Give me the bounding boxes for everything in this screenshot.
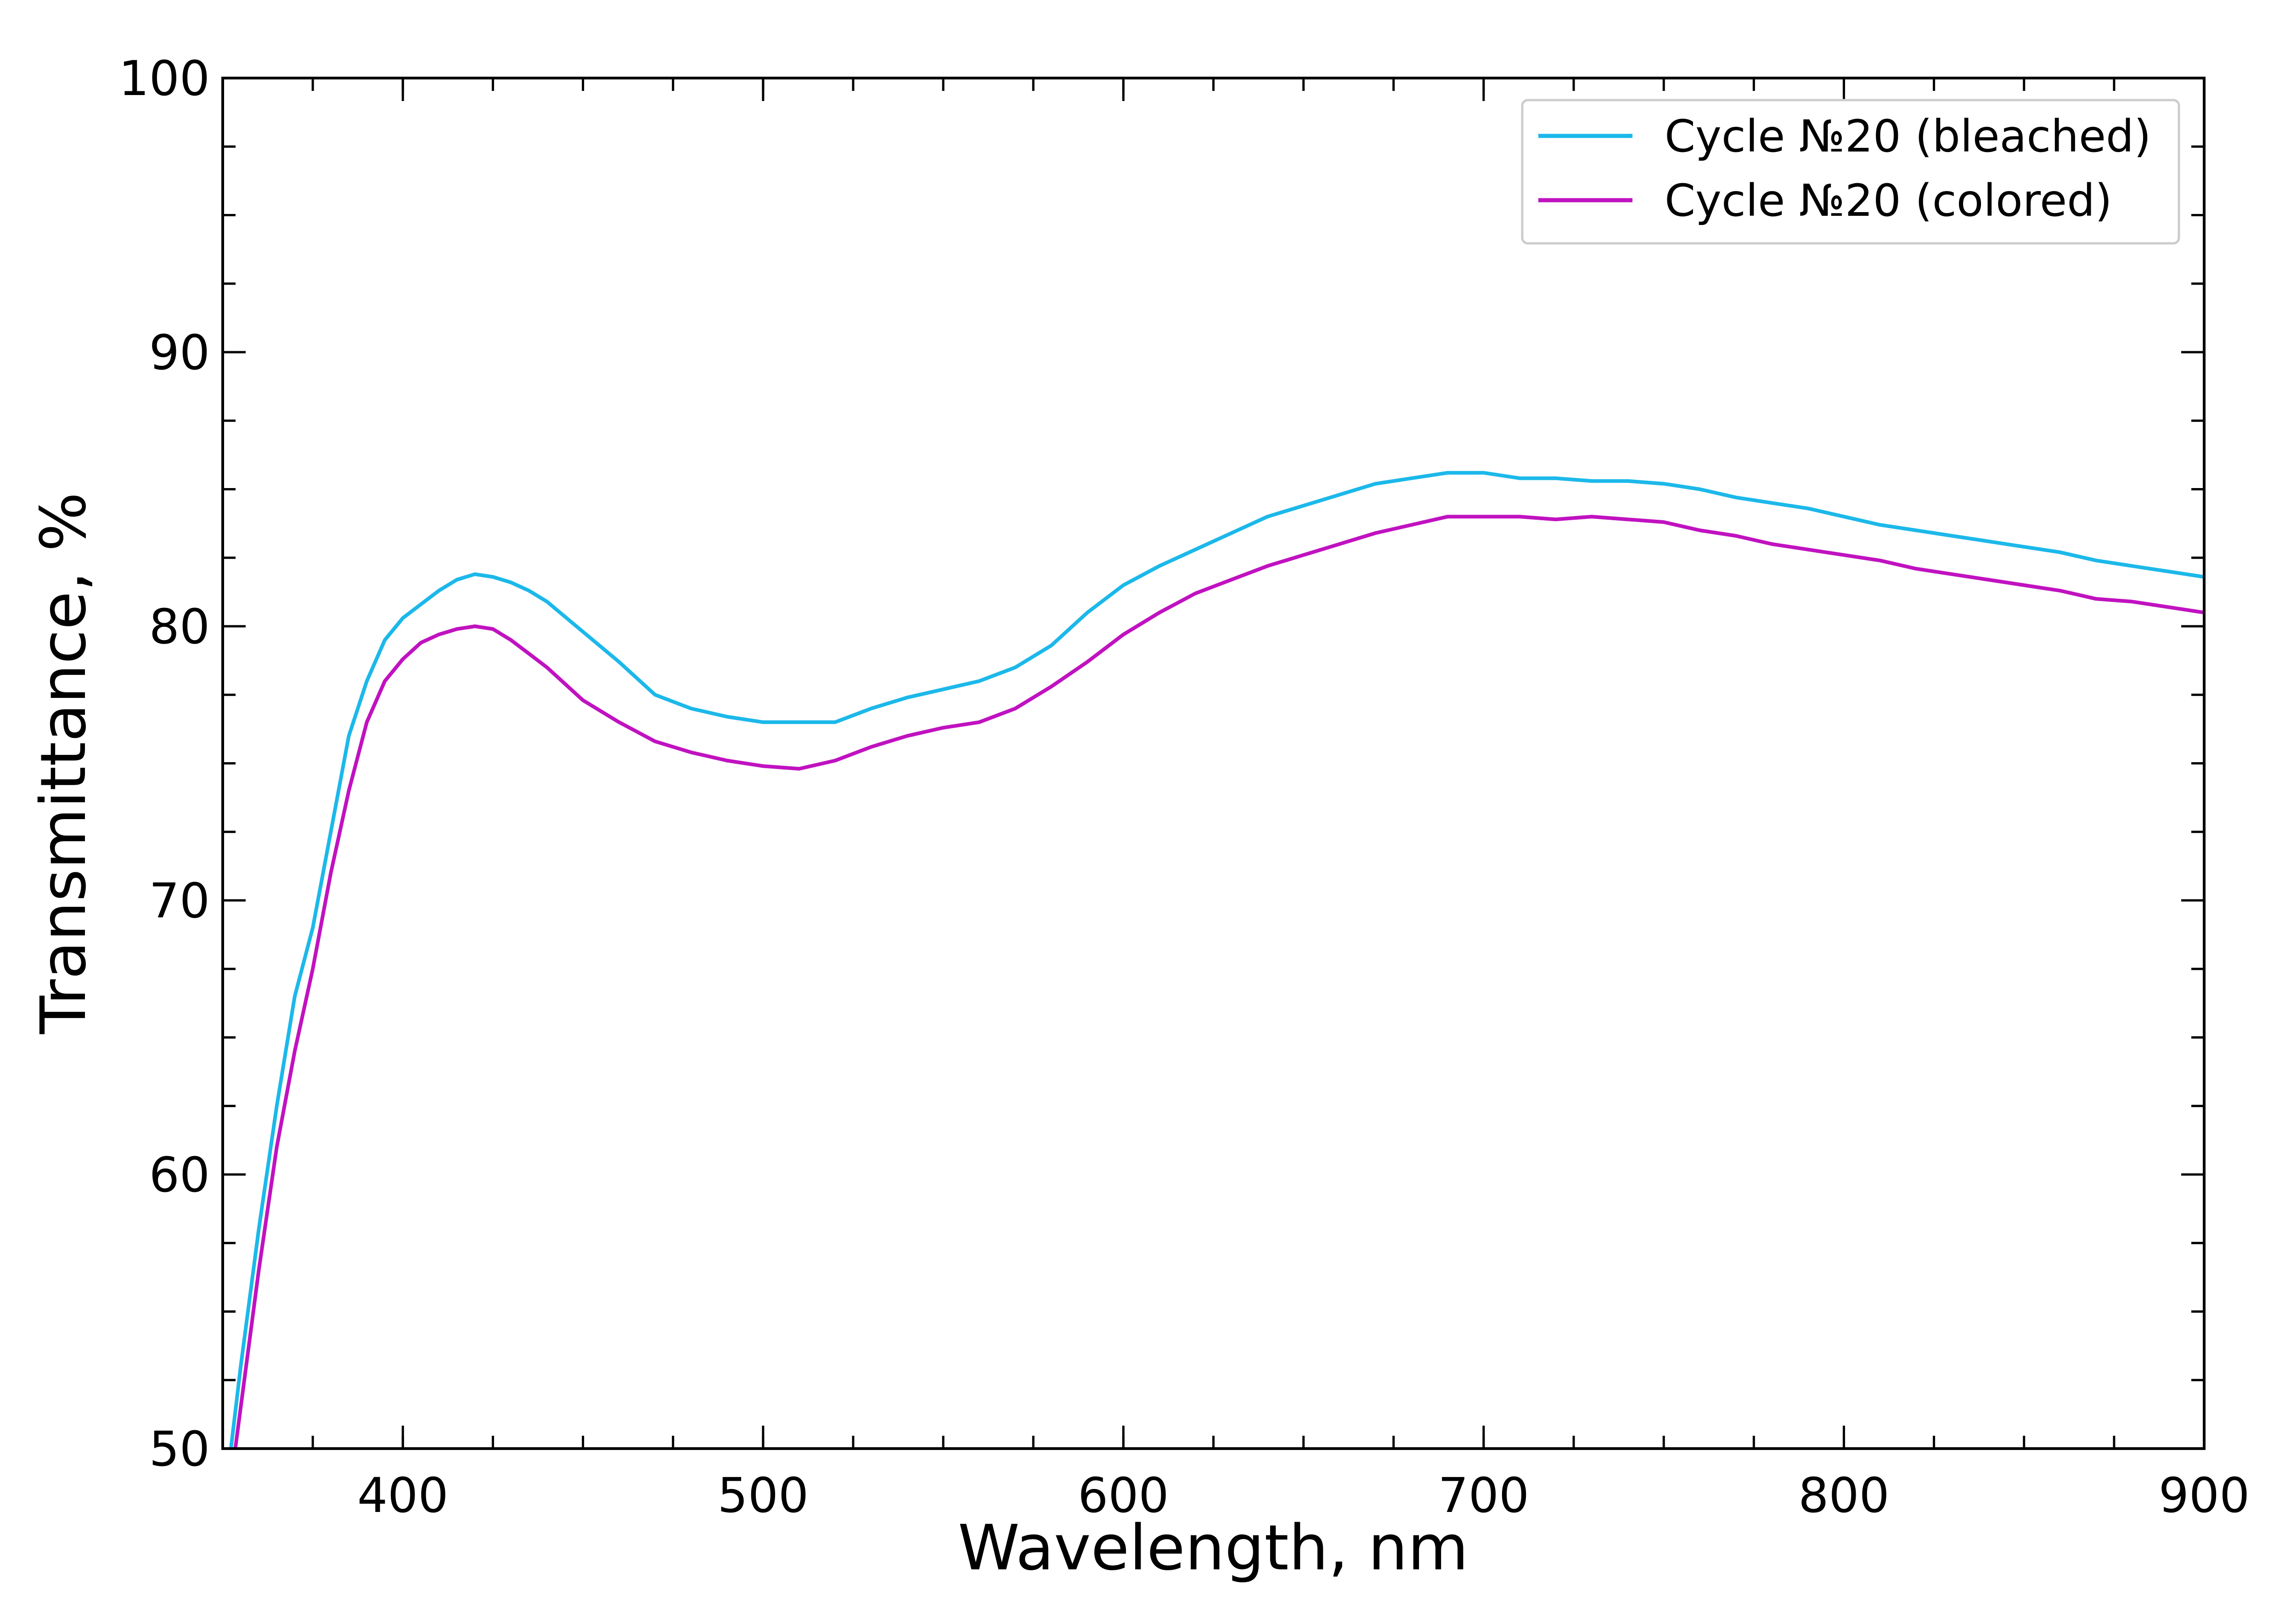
y-tick-label: 90 bbox=[149, 325, 210, 381]
x-tick-label: 700 bbox=[1438, 1467, 1530, 1523]
x-tick-label: 800 bbox=[1798, 1467, 1890, 1523]
legend-box bbox=[1521, 99, 2180, 245]
x-axis-label: Wavelength, nm bbox=[958, 1512, 1469, 1585]
x-tick-label: 900 bbox=[2159, 1467, 2250, 1523]
legend-label-colored: Cycle №20 (colored) bbox=[1665, 175, 2112, 226]
series-line-colored bbox=[233, 515, 2204, 1449]
plot-area-frame bbox=[221, 77, 2206, 1450]
y-tick-label: 60 bbox=[149, 1147, 210, 1203]
ticks-layer: 400 500 600 700 800 900 50 60 70 80 90 100 bbox=[118, 51, 2250, 1523]
y-tick-label: 100 bbox=[118, 51, 210, 107]
y-tick-label: 70 bbox=[149, 873, 210, 929]
y-tick-label: 80 bbox=[149, 599, 210, 655]
series-layer bbox=[229, 471, 2204, 1449]
x-tick-label: 400 bbox=[357, 1467, 449, 1523]
legend-label-bleached: Cycle №20 (bleached) bbox=[1665, 111, 2151, 162]
y-axis-label: Transmittance, % bbox=[28, 492, 100, 1034]
series-line-bleached bbox=[229, 471, 2204, 1449]
x-tick-label: 600 bbox=[1078, 1467, 1169, 1523]
y-tick-label: 50 bbox=[149, 1421, 210, 1477]
x-tick-label: 500 bbox=[718, 1467, 809, 1523]
legend: Cycle №20 (bleached) Cycle №20 (colored) bbox=[1521, 99, 2180, 245]
